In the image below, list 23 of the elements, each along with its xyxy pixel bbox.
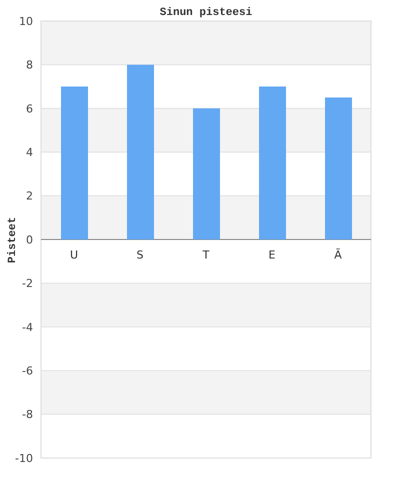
x-tick-label: S — [136, 248, 144, 262]
x-tick-label: T — [202, 248, 210, 262]
y-tick-label: -6 — [22, 364, 33, 378]
x-tick-label: E — [268, 248, 276, 262]
y-tick-label: 10 — [19, 14, 33, 28]
y-tick-label: -8 — [22, 408, 33, 422]
x-tick-label: U — [70, 248, 78, 262]
y-tick-label: 2 — [26, 190, 33, 203]
bar — [259, 86, 286, 240]
y-tick-label: 4 — [26, 146, 33, 160]
x-tick-label: Ã — [334, 248, 342, 262]
y-axis-title: Pisteet — [7, 216, 19, 264]
bar — [193, 108, 220, 240]
y-tick-label: -2 — [22, 277, 33, 290]
chart-title: Sinun pisteesi — [160, 7, 253, 19]
bar — [325, 97, 352, 240]
bar — [61, 86, 88, 240]
y-tick-label: 8 — [26, 58, 33, 72]
y-tick-label: 0 — [26, 233, 33, 246]
y-tick-label: -10 — [15, 452, 33, 465]
bar — [127, 64, 154, 240]
y-tick-label: -4 — [22, 320, 33, 334]
y-tick-label: 6 — [26, 102, 33, 116]
